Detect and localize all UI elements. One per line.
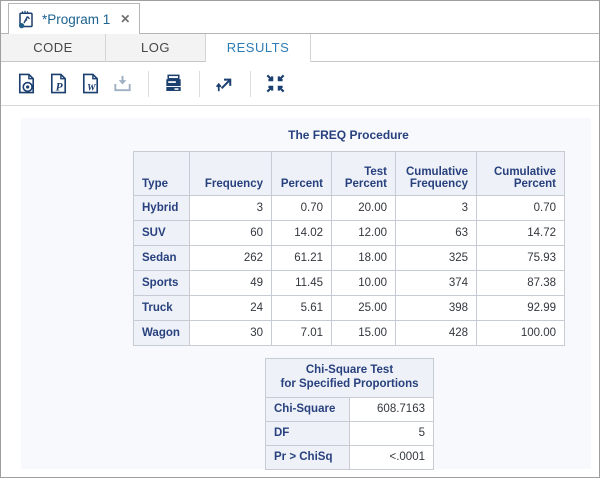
data-cell: 25.00 — [331, 295, 396, 321]
data-cell: 14.72 — [476, 220, 565, 246]
freq-table-header-row: Type Frequency Percent Test Percent Cumulati… — [133, 151, 565, 196]
tab-results[interactable]: RESULTS — [206, 34, 311, 62]
row-header: Truck — [133, 295, 190, 321]
table-row: Sports 49 11.45 10.00 374 87.38 — [133, 270, 565, 296]
data-cell: 75.93 — [476, 245, 565, 271]
column-header: Cumulative Percent — [476, 151, 565, 196]
column-header: Cumulative Frequency — [395, 151, 477, 196]
tab-code[interactable]: CODE — [1, 34, 106, 62]
data-cell: 428 — [395, 320, 477, 346]
chi-square-table-title: Chi-Square Test for Specified Proportion… — [265, 358, 434, 398]
data-cell: 3 — [395, 195, 477, 221]
data-cell: 87.38 — [476, 270, 565, 296]
data-cell: 12.00 — [331, 220, 396, 246]
data-cell: 398 — [395, 295, 477, 321]
download-html-icon[interactable] — [11, 69, 41, 99]
data-cell: 11.45 — [271, 270, 332, 296]
table-row: DF 5 — [265, 420, 434, 446]
data-cell: 60 — [189, 220, 272, 246]
table-row: Sedan 262 61.21 18.00 325 75.93 — [133, 245, 565, 271]
row-header: Chi-Square — [265, 396, 350, 422]
data-cell: 15.00 — [331, 320, 396, 346]
data-cell: 7.01 — [271, 320, 332, 346]
data-cell: 14.02 — [271, 220, 332, 246]
collapse-icon[interactable] — [260, 69, 290, 99]
data-cell: 100.00 — [476, 320, 565, 346]
data-cell: <.0001 — [349, 444, 434, 470]
row-header: Wagon — [133, 320, 190, 346]
tab-log[interactable]: LOG — [106, 34, 206, 62]
download-pdf-icon[interactable]: P — [43, 69, 73, 99]
data-cell: 374 — [395, 270, 477, 296]
table-row: Wagon 30 7.01 15.00 428 100.00 — [133, 320, 565, 346]
toolbar-separator — [199, 70, 200, 97]
data-cell: 61.21 — [271, 245, 332, 271]
data-cell: 63 — [395, 220, 477, 246]
data-cell: 5.61 — [271, 295, 332, 321]
tab-bar-filler — [311, 34, 599, 62]
data-cell: 20.00 — [331, 195, 396, 221]
data-cell: 30 — [189, 320, 272, 346]
data-cell: 5 — [349, 420, 434, 446]
column-header: Frequency — [189, 151, 272, 196]
chi-square-table: Chi-Square Test for Specified Proportion… — [265, 358, 434, 470]
procedure-title: The FREQ Procedure — [288, 128, 409, 142]
row-header: Pr > ChiSq — [265, 444, 350, 470]
svg-text:P: P — [55, 82, 63, 94]
results-toolbar: P W — [1, 62, 599, 106]
row-header: SUV — [133, 220, 190, 246]
chi-square-header-row: Chi-Square Test for Specified Proportion… — [265, 358, 434, 398]
table-row: SUV 60 14.02 12.00 63 14.72 — [133, 220, 565, 246]
data-cell: 18.00 — [331, 245, 396, 271]
toolbar-separator — [250, 70, 251, 97]
data-cell: 3 — [189, 195, 272, 221]
svg-text:W: W — [87, 83, 97, 94]
table-row: Truck 24 5.61 25.00 398 92.99 — [133, 295, 565, 321]
data-cell: 0.70 — [476, 195, 565, 221]
results-content: The FREQ Procedure Type Frequency Percent T… — [2, 107, 598, 476]
table-row: Chi-Square 608.7163 — [265, 396, 434, 422]
data-cell: 92.99 — [476, 295, 565, 321]
data-cell: 24 — [189, 295, 272, 321]
table-row: Hybrid 3 0.70 20.00 3 0.70 — [133, 195, 565, 221]
program-icon — [17, 10, 36, 29]
download-icon[interactable] — [107, 69, 137, 99]
column-header: Percent — [271, 151, 332, 196]
document-tab-bar: *Program 1 ✕ — [1, 1, 599, 34]
row-header: Sedan — [133, 245, 190, 271]
results-panel: The FREQ Procedure Type Frequency Percent T… — [21, 118, 591, 470]
row-header: Sports — [133, 270, 190, 296]
column-header: Type — [133, 151, 190, 196]
program-tab-title: *Program 1 — [42, 11, 111, 27]
freq-table: Type Frequency Percent Test Percent Cumulati… — [133, 151, 565, 346]
print-icon[interactable] — [158, 69, 188, 99]
data-cell: 0.70 — [271, 195, 332, 221]
column-header: Test Percent — [331, 151, 396, 196]
data-cell: 608.7163 — [349, 396, 434, 422]
data-cell: 262 — [189, 245, 272, 271]
row-header: Hybrid — [133, 195, 190, 221]
program-tab[interactable]: *Program 1 ✕ — [8, 3, 140, 34]
data-cell: 325 — [395, 245, 477, 271]
view-tabs: CODE LOG RESULTS — [1, 34, 599, 62]
download-rtf-icon[interactable]: W — [75, 69, 105, 99]
toolbar-separator — [148, 70, 149, 97]
close-icon[interactable]: ✕ — [120, 12, 131, 26]
row-header: DF — [265, 420, 350, 446]
table-row: Pr > ChiSq <.0001 — [265, 444, 434, 470]
open-in-new-window-icon[interactable] — [209, 69, 239, 99]
data-cell: 10.00 — [331, 270, 396, 296]
data-cell: 49 — [189, 270, 272, 296]
